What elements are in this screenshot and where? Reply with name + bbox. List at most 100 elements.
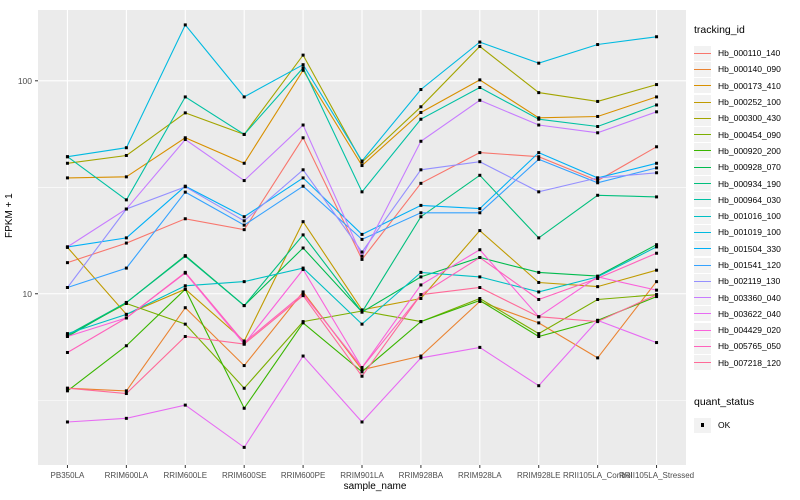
data-point	[183, 138, 187, 142]
legend2-item: OK	[694, 417, 800, 433]
legend-line-icon	[694, 101, 711, 103]
x-tick-label: RRIM928LA	[458, 471, 502, 480]
data-point	[478, 160, 482, 164]
data-point	[360, 257, 364, 261]
data-point	[419, 203, 423, 207]
legend2-item-label: OK	[718, 420, 731, 431]
data-point	[360, 310, 364, 314]
legend-line-icon	[694, 362, 711, 364]
data-point	[537, 155, 541, 159]
data-point	[596, 356, 600, 360]
legend-line-icon	[694, 68, 711, 70]
legend-item-label: Hb_007218_120	[718, 357, 781, 368]
data-point	[537, 236, 541, 240]
data-point	[183, 136, 187, 140]
data-point	[478, 40, 482, 44]
data-point	[419, 297, 423, 301]
legend-item: Hb_000173_410	[694, 78, 800, 94]
x-tick-label: RRIM901LA	[340, 471, 384, 480]
data-point	[537, 334, 541, 338]
data-point	[124, 175, 128, 179]
data-point	[301, 168, 305, 172]
legend-item: Hb_000300_430	[694, 110, 800, 126]
data-point	[478, 275, 482, 279]
data-point	[65, 155, 69, 159]
legend-line-icon	[694, 166, 711, 168]
data-point	[596, 176, 600, 180]
data-point	[65, 386, 69, 390]
data-point	[360, 420, 364, 424]
data-point	[65, 334, 69, 338]
data-point	[124, 392, 128, 396]
data-point	[478, 248, 482, 252]
data-point	[301, 53, 305, 57]
legend-line-icon	[694, 52, 711, 54]
data-point	[242, 223, 246, 227]
data-point	[65, 245, 69, 249]
data-point	[655, 161, 659, 165]
x-tick-label: RRIM600SE	[222, 471, 266, 480]
legend-item: Hb_000454_090	[694, 126, 800, 143]
legend-key-swatch	[694, 45, 711, 61]
data-point	[478, 211, 482, 215]
legend-key-swatch	[694, 78, 711, 94]
data-point	[360, 368, 364, 372]
data-point	[419, 117, 423, 121]
data-point	[655, 195, 659, 199]
data-point	[655, 293, 659, 297]
data-point	[242, 228, 246, 232]
legend-key-swatch	[694, 306, 711, 322]
data-point	[419, 211, 423, 215]
data-point	[596, 276, 600, 280]
data-point	[301, 68, 305, 72]
data-point	[124, 312, 128, 316]
data-point	[478, 207, 482, 211]
legend-line-icon	[694, 117, 711, 119]
legend-item-label: Hb_000300_430	[718, 113, 781, 124]
x-tick-label: PB350LA	[51, 471, 85, 480]
data-point	[301, 123, 305, 127]
data-point	[242, 304, 246, 308]
data-point	[419, 105, 423, 109]
data-point	[537, 280, 541, 284]
data-point	[596, 114, 600, 118]
legend-item: Hb_007218_120	[694, 355, 800, 371]
data-point	[124, 241, 128, 245]
data-point	[419, 181, 423, 185]
data-point	[301, 292, 305, 296]
legend-item: Hb_004429_020	[694, 322, 800, 338]
data-point	[301, 136, 305, 140]
data-point	[360, 159, 364, 163]
data-point	[242, 445, 246, 449]
legend-key-swatch	[694, 208, 711, 224]
legend-item: Hb_001016_100	[694, 208, 800, 224]
data-point	[596, 99, 600, 103]
data-point	[124, 416, 128, 420]
data-point	[183, 403, 187, 407]
legend-line-icon	[694, 280, 711, 282]
data-point	[183, 284, 187, 288]
legend-key-swatch	[694, 176, 711, 192]
legend-title: tracking_id	[694, 24, 745, 36]
data-point	[124, 266, 128, 270]
data-point	[537, 384, 541, 388]
legend-item: Hb_000928_070	[694, 159, 800, 175]
data-point	[596, 275, 600, 279]
data-point	[419, 139, 423, 143]
data-point	[537, 321, 541, 325]
data-point	[124, 316, 128, 320]
data-point	[655, 83, 659, 87]
legend-key-swatch	[694, 110, 711, 126]
data-point	[301, 246, 305, 250]
data-point	[65, 176, 69, 180]
data-point	[183, 217, 187, 221]
data-point	[183, 111, 187, 115]
data-point	[537, 117, 541, 121]
legend2-key-swatch	[694, 417, 711, 433]
data-point	[419, 320, 423, 324]
legend-item-label: Hb_004429_020	[718, 325, 781, 336]
data-point	[183, 95, 187, 99]
legend-item-label: Hb_000454_090	[718, 129, 781, 140]
